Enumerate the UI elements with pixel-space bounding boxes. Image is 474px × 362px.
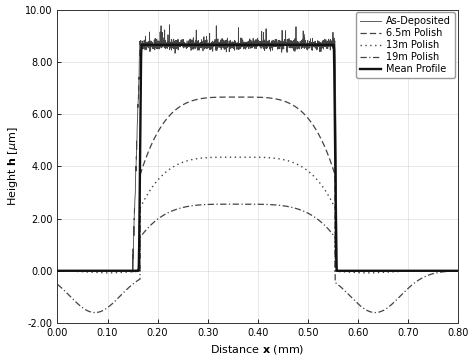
X-axis label: Distance $\mathbf{x}$ (mm): Distance $\mathbf{x}$ (mm) (210, 344, 305, 357)
Y-axis label: Height $\mathbf{h}$ [$\mu$m]: Height $\mathbf{h}$ [$\mu$m] (6, 127, 19, 206)
Legend: As-Deposited, 6.5m Polish, 13m Polish, 19m Polish, Mean Profile: As-Deposited, 6.5m Polish, 13m Polish, 1… (356, 12, 455, 78)
